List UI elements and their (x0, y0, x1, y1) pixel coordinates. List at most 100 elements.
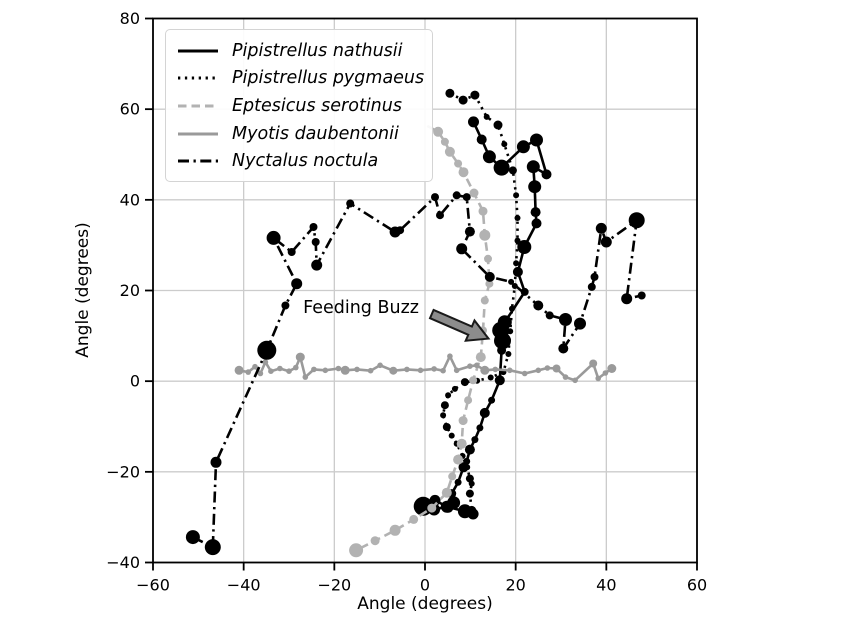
data-point (295, 352, 305, 362)
data-point (445, 88, 455, 98)
feeding-buzz-label: Feeding Buzz (303, 298, 419, 318)
data-point (354, 366, 360, 373)
data-point (311, 259, 323, 271)
data-point (367, 367, 374, 374)
feeding-buzz-arrow-icon (428, 308, 491, 342)
data-point (528, 180, 542, 194)
legend-line-sample (178, 104, 218, 108)
data-point (590, 272, 599, 281)
data-point (562, 374, 569, 380)
data-point (520, 287, 529, 296)
data-point (436, 211, 444, 220)
data-point (453, 367, 460, 374)
data-point (508, 166, 517, 175)
data-point (476, 134, 487, 145)
data-point (417, 367, 424, 374)
data-point (482, 150, 496, 164)
data-point (545, 311, 554, 320)
data-point (257, 340, 277, 360)
series-myotis-daubentonii (234, 352, 617, 384)
data-point (429, 494, 441, 506)
series-pipistrellus-pygmaeus (440, 88, 521, 515)
data-point (479, 229, 491, 241)
data-point (458, 95, 468, 105)
data-point (427, 503, 437, 513)
legend-line-sample (178, 49, 218, 53)
data-point (453, 454, 464, 465)
data-point (485, 279, 494, 288)
data-point (483, 113, 490, 120)
data-point (530, 207, 541, 218)
data-point (456, 438, 467, 449)
data-point (484, 271, 495, 282)
data-point (475, 352, 486, 363)
legend-label: Pipistrellus nathusii (232, 40, 403, 61)
data-point (607, 364, 617, 373)
data-point (637, 291, 646, 300)
data-point (468, 116, 479, 128)
y-tick-label: 40 (120, 190, 140, 209)
axes-frame-layer (145, 17, 698, 571)
data-point (493, 120, 503, 130)
legend-label: Myotis daubentonii (232, 123, 399, 144)
x-tick-label: −60 (136, 576, 170, 595)
data-point (508, 278, 515, 285)
data-point (521, 370, 528, 377)
data-point (302, 374, 309, 380)
data-point (346, 199, 355, 208)
y-tick-label: 20 (120, 281, 140, 300)
y-tick-label: 60 (120, 100, 140, 119)
x-axis-label: Angle (degrees) (357, 594, 492, 614)
data-point (442, 423, 451, 431)
data-point (440, 137, 449, 146)
data-point (541, 169, 552, 180)
data-point (494, 375, 505, 386)
x-tick-label: 20 (505, 576, 525, 595)
y-tick-label: −20 (106, 462, 140, 481)
data-point (559, 313, 572, 326)
annotation-layer: Feeding Buzz (303, 298, 491, 342)
data-point (480, 365, 490, 375)
data-point (488, 396, 496, 404)
data-point (462, 193, 471, 202)
data-point (517, 240, 532, 254)
y-axis-label: Angle (degrees) (73, 222, 93, 357)
data-point (370, 536, 380, 546)
data-point (621, 293, 633, 305)
data-point (465, 489, 474, 498)
data-point (309, 223, 318, 231)
data-point (185, 530, 200, 545)
data-point (587, 282, 596, 291)
data-point (476, 424, 484, 432)
data-point (440, 500, 453, 513)
data-point (574, 317, 586, 330)
data-point (456, 243, 468, 255)
legend-label: Pipistrellus pygmaeus (232, 68, 425, 89)
data-point (291, 278, 303, 290)
data-point (479, 407, 490, 418)
data-point (262, 359, 269, 365)
data-point (493, 159, 510, 176)
data-point (531, 218, 542, 229)
data-point (210, 456, 222, 468)
data-point (480, 296, 489, 305)
data-point (530, 133, 543, 147)
data-point (413, 496, 433, 516)
data-point (234, 365, 244, 375)
legend-item-myotis-daubentonii: Myotis daubentonii (174, 120, 422, 148)
legend-item-pipistrellus-pygmaeus: Pipistrellus pygmaeus (174, 65, 425, 93)
data-point (467, 363, 473, 370)
data-point (252, 363, 258, 370)
data-point (505, 351, 512, 357)
data-point (277, 365, 283, 372)
legend-line-sample (178, 132, 218, 136)
data-point (478, 206, 488, 216)
data-point (454, 159, 463, 168)
data-point (448, 432, 455, 439)
data-point (266, 230, 281, 245)
data-point (281, 301, 290, 310)
data-point (335, 365, 342, 372)
legend-label: Eptesicus serotinus (232, 95, 402, 116)
legend-item-pipistrellus-nathusii: Pipistrellus nathusii (174, 37, 422, 65)
data-point (507, 367, 513, 374)
